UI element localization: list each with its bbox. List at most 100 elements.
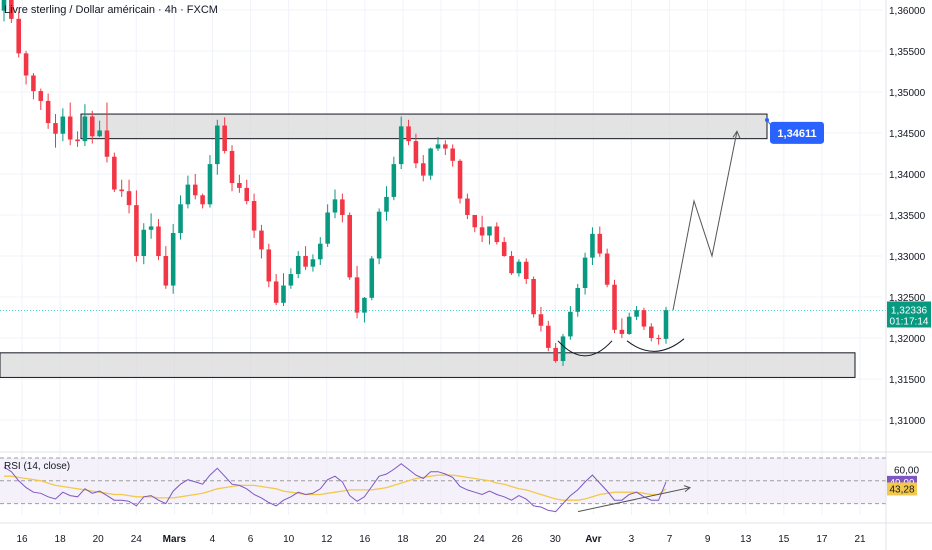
rsi-pane [0, 457, 886, 513]
candle-body [340, 199, 345, 215]
candle-body [31, 75, 36, 92]
rsi-ma-badge [887, 482, 917, 496]
candle-body [163, 256, 169, 286]
resistance-zone [80, 113, 768, 140]
candle-body [23, 53, 29, 76]
countdown-label: 01:17:14 [890, 316, 929, 327]
candle-body [538, 314, 544, 326]
candle-body [112, 156, 117, 190]
candle-body [450, 148, 455, 161]
price-tick-label: 1,33500 [889, 211, 926, 222]
candle-body [597, 233, 603, 254]
candle-body [641, 310, 647, 327]
candle-body [413, 141, 419, 164]
candle-body [67, 116, 73, 140]
rsi-line [3, 463, 667, 513]
time-tick-label: 16 [16, 534, 28, 545]
time-tick-label: Mars [163, 534, 187, 545]
projection-arrowhead [732, 130, 741, 139]
candle-body [332, 199, 338, 213]
candle-body [420, 163, 426, 176]
candle-body [310, 259, 316, 267]
time-tick-label: 6 [248, 534, 254, 545]
candle-body [391, 164, 397, 197]
candle-body [266, 249, 272, 282]
candle-body [663, 310, 669, 339]
annotations: 1,34611 [557, 118, 824, 357]
target-label: 1,34611 [777, 128, 816, 140]
time-tick-label: 13 [740, 534, 752, 545]
target-anchor [765, 118, 769, 123]
price-tick-label: 1,35500 [889, 47, 926, 58]
candle-body [207, 164, 213, 205]
candle-body [273, 281, 279, 303]
candle-body [288, 274, 294, 286]
time-tick-label: 3 [629, 534, 635, 545]
price-tick-label: 1,31500 [889, 375, 926, 386]
candle-body [568, 311, 573, 337]
candle-body [60, 116, 66, 134]
time-tick-label: 9 [705, 534, 711, 545]
projection-path [672, 131, 738, 311]
candle-body [200, 195, 205, 205]
candle-body [318, 243, 323, 260]
price-tick-label: 1,33000 [889, 252, 926, 263]
candle-body [156, 226, 161, 256]
candle-body [376, 211, 382, 259]
candle-body [303, 256, 308, 267]
candle-body [531, 278, 536, 315]
candle-body [119, 189, 124, 192]
time-tick-label: 26 [512, 534, 524, 545]
time-tick-label: 10 [283, 534, 295, 545]
price-tick-label: 1,36000 [889, 6, 926, 17]
candle-body [244, 187, 250, 202]
candle-body [398, 126, 404, 165]
candle-body [523, 261, 529, 279]
candle-body [619, 329, 625, 334]
candle-body [487, 226, 492, 236]
candle-body [9, 0, 14, 19]
candle-body [369, 258, 375, 298]
candle-body [38, 91, 44, 101]
candle-body [501, 242, 507, 256]
price-tick-label: 1,31000 [889, 416, 926, 427]
time-tick-label: 18 [397, 534, 409, 545]
candle-body [222, 125, 227, 151]
time-tick-label: 16 [359, 534, 371, 545]
price-tick-label: 1,34000 [889, 170, 926, 181]
candle-body [546, 325, 551, 348]
candle-body [185, 184, 191, 205]
bottom-curve-1 [557, 340, 613, 357]
candle-body [443, 144, 448, 149]
candle-body [16, 18, 21, 54]
time-tick-label: 30 [550, 534, 562, 545]
candle-body [472, 214, 478, 228]
rsi-tick-label: 60,00 [894, 465, 919, 476]
candles [1, 0, 669, 366]
candle-body [590, 233, 595, 258]
candle-body [553, 347, 558, 362]
bottom-curve-2 [626, 338, 685, 352]
rsi-title: RSI (14, close) [4, 461, 71, 472]
price-tick-label: 1,32000 [889, 334, 926, 345]
price-tick-label: 1,35000 [889, 88, 926, 99]
rsi-divergence-line [577, 487, 691, 513]
candle-body [148, 226, 154, 230]
candle-body [251, 201, 257, 231]
candle-body [457, 160, 463, 199]
candle-body [649, 326, 654, 339]
time-tick-label: 21 [854, 534, 866, 545]
candle-body [1, 0, 7, 11]
candle-body [215, 125, 220, 165]
candle-body [295, 256, 301, 275]
candle-body [612, 284, 617, 330]
last-price-label: 1,32336 [891, 305, 928, 316]
candle-body [126, 191, 132, 206]
time-tick-label: 20 [435, 534, 447, 545]
time-tick-label: 12 [321, 534, 333, 545]
candle-body [634, 310, 639, 317]
candle-body [509, 256, 514, 274]
price-tick-label: 1,32500 [889, 293, 926, 304]
time-tick-label: 24 [474, 534, 486, 545]
